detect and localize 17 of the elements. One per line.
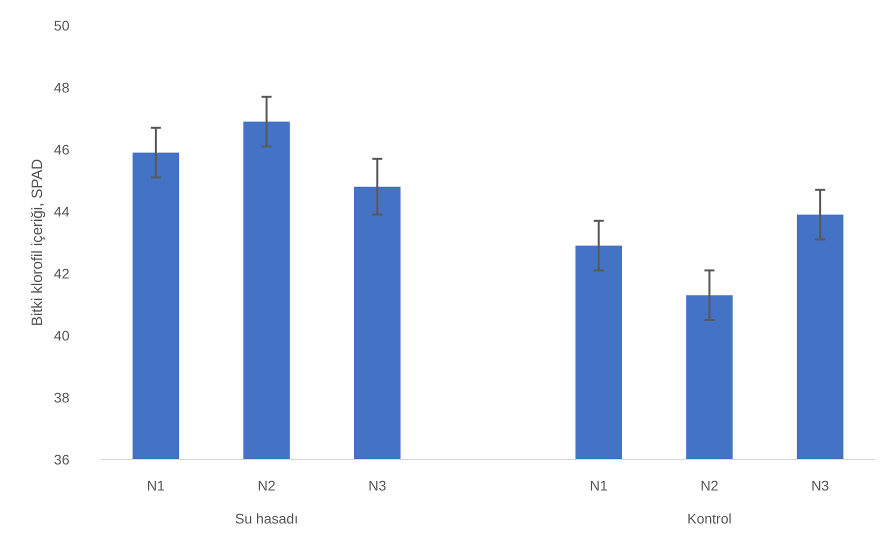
text: Kontrol bbox=[687, 510, 732, 526]
text: Su hasadı bbox=[235, 510, 298, 526]
y-tick-label: 48 bbox=[54, 80, 70, 96]
x-tick-label: N2 bbox=[258, 478, 276, 494]
y-tick-label: 50 bbox=[54, 18, 70, 34]
y-tick-label: 44 bbox=[54, 204, 70, 220]
x-tick-label: N2 bbox=[700, 478, 719, 494]
y-tick-label: 46 bbox=[54, 142, 70, 158]
x-tick-label: N1 bbox=[590, 478, 608, 494]
y-tick-label: 36 bbox=[54, 452, 70, 468]
y-tick-label: 42 bbox=[54, 266, 70, 282]
x-tick-label: N3 bbox=[368, 478, 386, 494]
y-axis-title: Bitki klorofil içeriği, SPAD bbox=[28, 158, 46, 326]
x-tick-label: N3 bbox=[811, 478, 830, 494]
y-tick-label: 38 bbox=[54, 390, 70, 406]
y-tick-label: 40 bbox=[54, 328, 70, 344]
x-tick-label: N1 bbox=[146, 478, 166, 494]
